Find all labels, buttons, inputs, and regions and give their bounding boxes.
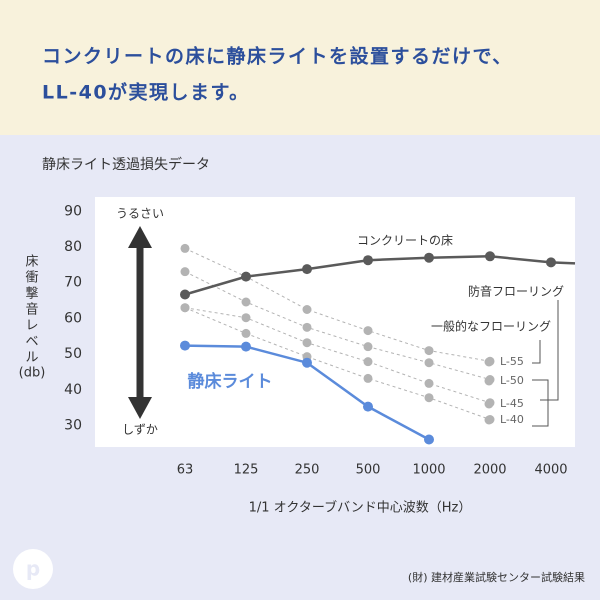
- point: [485, 251, 495, 262]
- x-tick-label: 250: [295, 463, 320, 478]
- x-axis-label: 1/1 オクターブバンド中心波数（Hz）: [249, 500, 472, 516]
- point: [241, 297, 251, 307]
- y-axis-label: ル: [25, 351, 38, 366]
- series-line: [184, 307, 491, 420]
- point: [424, 252, 434, 263]
- legend-dot: [484, 376, 494, 386]
- svg-text:p: p: [26, 557, 40, 581]
- y-tick-label: 70: [64, 275, 82, 291]
- x-tick-label: 125: [234, 463, 259, 478]
- point: [302, 357, 312, 368]
- series-line: [184, 247, 491, 362]
- annotation: 防音フローリング: [468, 284, 564, 299]
- y-tick-label: 40: [64, 382, 82, 398]
- point: [546, 257, 556, 268]
- point: [363, 373, 373, 383]
- point: [302, 264, 312, 275]
- y-axis-label: 音: [25, 302, 38, 318]
- series-name: L-45: [500, 397, 524, 410]
- series-name: 静床ライト: [188, 371, 273, 392]
- y-tick-label: 60: [64, 310, 82, 326]
- point: [302, 338, 312, 348]
- y-axis-label: (db): [19, 366, 46, 381]
- point: [180, 267, 190, 277]
- point: [180, 243, 190, 253]
- point: [363, 357, 373, 367]
- header-line: コンクリートの床に静床ライトを設置するだけで、: [42, 45, 513, 68]
- y-tick-label: 30: [64, 418, 82, 434]
- point: [424, 346, 434, 356]
- y-tick-label: 80: [64, 239, 82, 255]
- point: [180, 289, 190, 300]
- logo: p: [13, 549, 53, 589]
- point: [363, 255, 373, 266]
- y-tick-label: 90: [64, 203, 82, 219]
- y-axis-label: ベ: [25, 335, 38, 350]
- plot-area: [95, 197, 575, 447]
- series-name: L-55: [500, 355, 524, 368]
- point: [424, 434, 434, 445]
- legend-dot: [484, 357, 494, 367]
- y-axis-label: 撃: [25, 286, 38, 302]
- point: [424, 358, 434, 368]
- legend-dot: [484, 399, 494, 409]
- y-axis-label: レ: [25, 319, 38, 334]
- header-line: LL-40が実現します。: [42, 81, 250, 104]
- x-tick-label: 63: [177, 463, 194, 478]
- annotation: しずか: [122, 423, 158, 437]
- point: [241, 271, 251, 282]
- series-name: コンクリートの床: [357, 234, 453, 248]
- point: [424, 393, 434, 403]
- point: [363, 326, 373, 336]
- x-tick-label: 4000: [534, 463, 567, 478]
- header-band: [0, 0, 600, 135]
- x-tick-label: 1000: [412, 463, 445, 478]
- point: [180, 340, 190, 351]
- x-tick-label: 2000: [473, 463, 506, 478]
- series-line: [184, 271, 491, 380]
- legend-dot: [484, 415, 494, 425]
- loud-quiet-arrow: [128, 226, 152, 419]
- source: (財) 建材産業試験センター試験結果: [408, 570, 585, 584]
- point: [302, 322, 312, 332]
- y-axis-label: 床: [25, 255, 38, 270]
- series-name: L-40: [500, 413, 524, 426]
- y-tick-label: 50: [64, 346, 82, 362]
- chart-title: 静床ライト透過損失データ: [42, 156, 210, 173]
- annotation: 一般的なフローリング: [431, 319, 551, 334]
- point: [241, 341, 251, 352]
- point: [241, 328, 251, 338]
- point: [424, 378, 434, 388]
- brackets: [532, 300, 559, 427]
- point: [363, 401, 373, 412]
- y-axis-label: 衝: [25, 271, 38, 286]
- point: [180, 303, 190, 313]
- x-tick-label: 500: [356, 463, 381, 478]
- point: [241, 313, 251, 323]
- point: [363, 342, 373, 352]
- annotation: うるさい: [116, 207, 164, 221]
- point: [302, 305, 312, 314]
- series-name: L-50: [500, 374, 524, 387]
